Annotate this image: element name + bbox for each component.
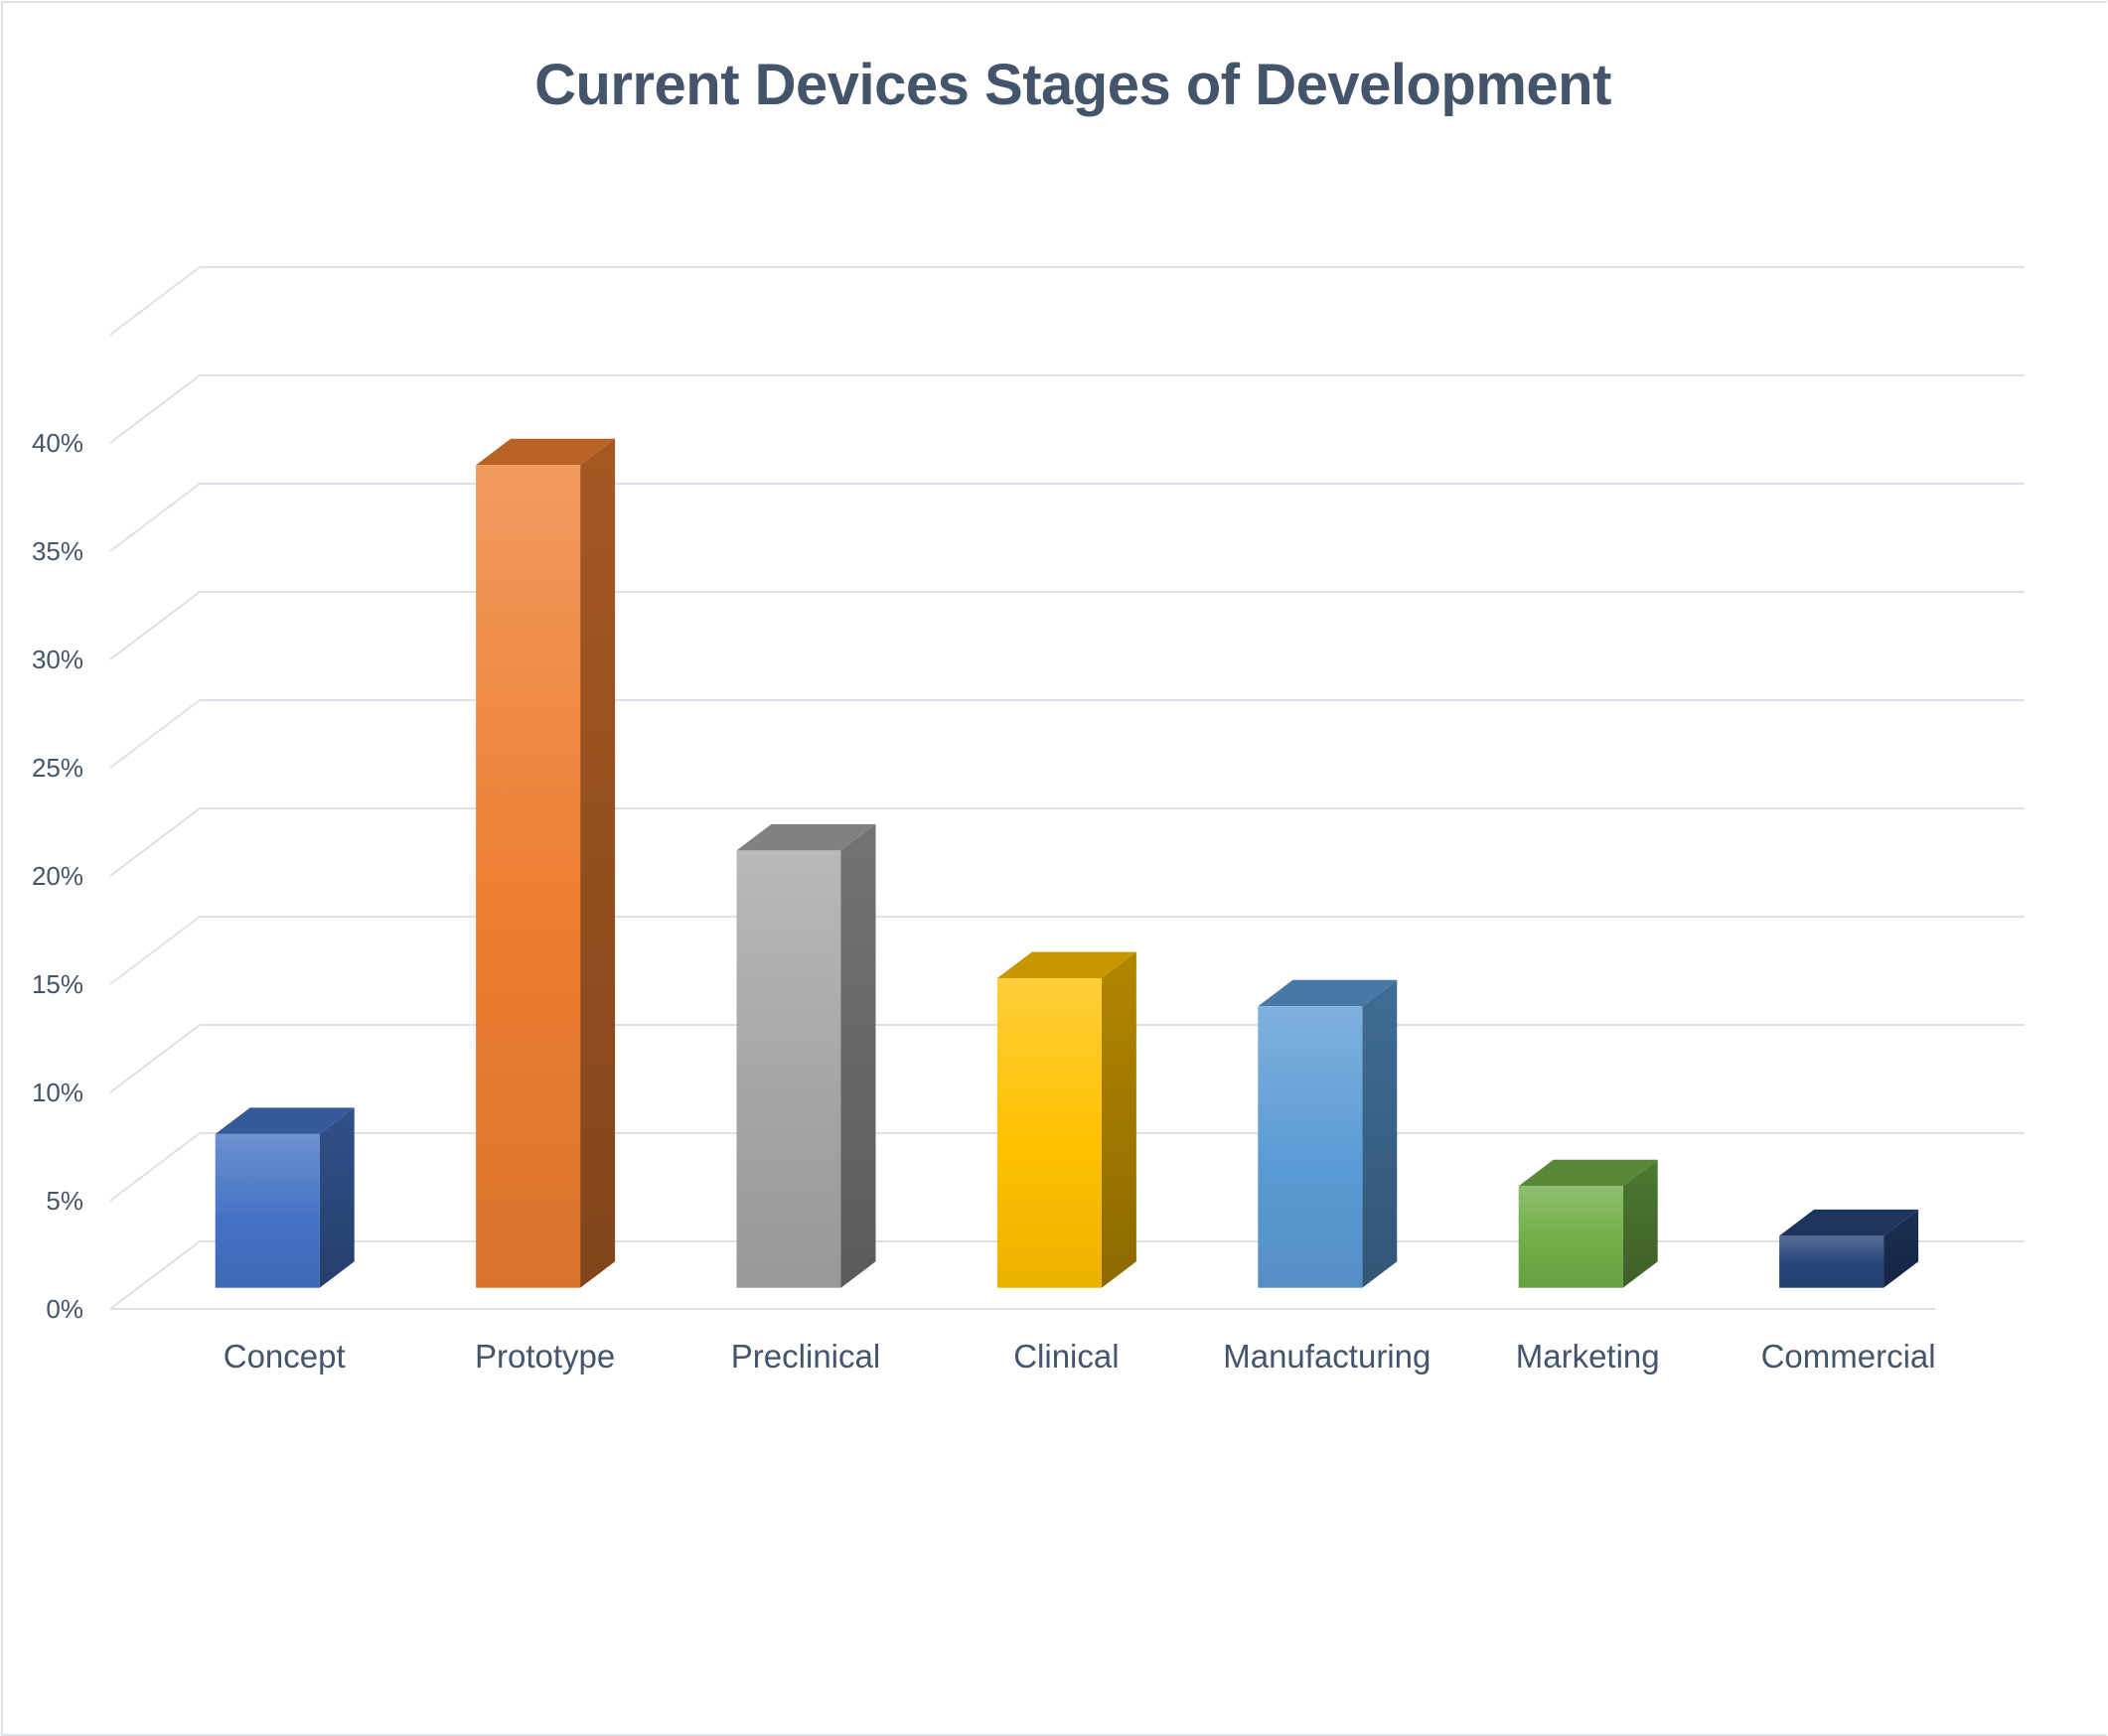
bar-commercial [1779, 1209, 1919, 1288]
bar-side-face [1883, 1209, 1919, 1288]
y-tick-label: 10% [32, 1078, 83, 1107]
gridline-diagonal [109, 807, 201, 877]
bar-front-face [1518, 1186, 1623, 1288]
y-tick-label: 40% [32, 428, 83, 458]
x-category-label: Preclinical [731, 1338, 880, 1374]
y-tick-label: 35% [32, 536, 83, 566]
gridline-diagonal [109, 916, 201, 985]
bar-top-face [736, 823, 876, 851]
chart-title: Current Devices Stages of Development [534, 53, 1611, 117]
bars [215, 438, 1919, 1288]
gridline-diagonal [109, 1024, 201, 1093]
bar-side-face [1362, 979, 1398, 1288]
bar-marketing [1518, 1159, 1658, 1288]
bar-concept [215, 1107, 355, 1288]
y-tick-label: 20% [32, 861, 83, 891]
x-axis-labels: Concept Prototype Preclinical Clinical Manuf… [224, 1338, 1936, 1374]
gridline-diagonal [109, 374, 201, 444]
bar-front-face [1258, 1006, 1363, 1288]
bar-front-face [215, 1133, 320, 1288]
y-tick-label: 15% [32, 969, 83, 999]
bar-front-face [476, 465, 581, 1288]
bar-front-face [1779, 1235, 1884, 1288]
bar-side-face [840, 823, 876, 1288]
gridline-diagonal [109, 483, 201, 552]
bar-prototype [476, 438, 616, 1288]
bar-manufacturing [1258, 979, 1398, 1288]
bar-top-face [1518, 1159, 1658, 1187]
bar-top-face [1258, 979, 1398, 1007]
x-category-label: Marketing [1516, 1338, 1660, 1374]
x-category-label: Prototype [475, 1338, 615, 1374]
y-tick-label: 25% [32, 753, 83, 783]
bar-top-face [215, 1107, 355, 1134]
bar-side-face [319, 1107, 355, 1288]
y-axis-labels: 0% 5% 10% 15% 20% 25% 30% 35% 40% [32, 428, 83, 1324]
y-tick-label: 5% [46, 1186, 83, 1216]
bar-front-face [996, 977, 1102, 1288]
x-category-label: Manufacturing [1223, 1338, 1430, 1374]
bar-preclinical [736, 823, 876, 1288]
gridline-diagonal [109, 266, 201, 336]
bar-side-face [1101, 951, 1136, 1288]
bar-top-face [476, 438, 616, 466]
gridline-diagonal [109, 1240, 201, 1310]
bar-front-face [736, 850, 841, 1288]
bar-top-face [1779, 1209, 1919, 1236]
x-category-label: Concept [224, 1338, 346, 1374]
bar-side-face [580, 438, 616, 1288]
y-tick-label: 30% [32, 645, 83, 674]
gridline-diagonal [109, 699, 201, 769]
y-tick-label: 0% [46, 1294, 83, 1324]
x-category-label: Clinical [1013, 1338, 1119, 1374]
gridline-diagonal [109, 1132, 201, 1202]
x-category-label: Commercial [1761, 1338, 1936, 1374]
bar-top-face [996, 951, 1136, 978]
bar-side-face [1622, 1159, 1658, 1288]
bar-clinical [996, 951, 1136, 1288]
gridline-diagonal [109, 591, 201, 660]
